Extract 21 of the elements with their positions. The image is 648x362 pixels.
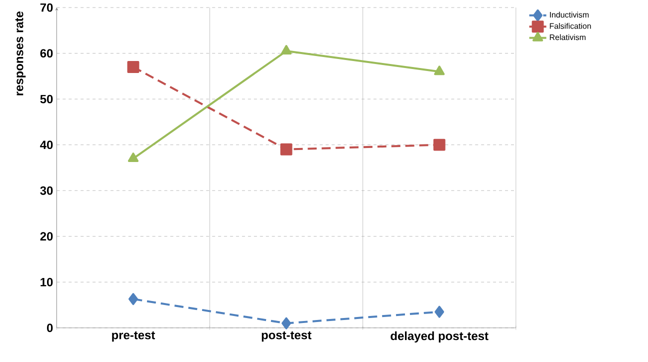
point [433,138,446,151]
y-tick-label: 10 [40,278,53,286]
y-tick-label: 0 [47,324,53,332]
x-tick-label: pre-test [112,331,155,342]
y-tick-label: 50 [40,94,53,104]
point [280,45,292,55]
point [128,152,139,162]
y-tick-label: 70 [40,3,53,12]
x-tick-label: post-test [262,331,312,342]
y-tick-label: 40 [40,140,53,150]
x-tick-label: delayed post-test [390,331,488,343]
point [434,66,445,76]
y-tick-label: 20 [40,232,53,241]
y-tick-label: 30 [40,186,53,195]
point [127,61,140,74]
point [282,317,292,330]
y-axis-title: responses rate [15,12,26,96]
point [280,143,292,156]
y-tick-label: 60 [40,49,53,58]
point [128,293,138,306]
point [434,306,444,318]
